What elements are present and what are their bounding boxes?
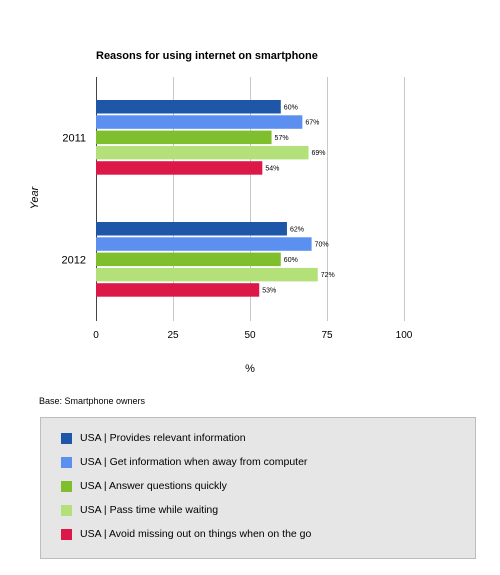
y-axis-label: Year: [29, 185, 41, 209]
chart: Reasons for using internet on smartphone…: [29, 50, 413, 375]
bars: [96, 100, 318, 297]
legend-label: USA | Pass time while waiting: [80, 504, 219, 516]
data-label: 69%: [312, 150, 326, 157]
legend-item: USA | Pass time while waiting: [61, 503, 218, 517]
legend-swatch: [61, 504, 72, 516]
data-label: 54%: [265, 165, 279, 172]
bar: [96, 130, 272, 145]
x-tick-label: 100: [396, 330, 413, 341]
legend-item: USA | Get information when away from com…: [61, 455, 307, 469]
legend-swatch: [61, 432, 72, 444]
x-tick-label: 25: [167, 330, 179, 341]
data-label: 53%: [262, 287, 276, 294]
bar: [96, 283, 260, 297]
x-axis-label: %: [245, 363, 255, 375]
y-axis-categories: 2011 2012: [62, 132, 86, 266]
x-tick-label: 50: [244, 330, 256, 341]
legend: USA | Provides relevant information USA |…: [40, 417, 476, 559]
legend-label: USA | Avoid missing out on things when o…: [80, 528, 312, 540]
data-label: 60%: [284, 257, 298, 264]
legend-label: USA | Provides relevant information: [80, 432, 246, 444]
data-label: 72%: [321, 272, 335, 279]
legend-label: USA | Get information when away from com…: [80, 456, 308, 468]
category-label: 2012: [62, 254, 86, 266]
bar: [96, 222, 287, 236]
base-note: Base: Smartphone owners: [39, 396, 146, 406]
bar: [96, 252, 281, 267]
data-label: 62%: [290, 226, 304, 233]
data-labels: 60% 67% 57% 69% 54% 62% 70% 60% 72% 53%: [262, 104, 335, 294]
category-label: 2011: [62, 132, 86, 144]
chart-title: Reasons for using internet on smartphone: [96, 50, 318, 62]
legend-label: USA | Answer questions quickly: [80, 480, 227, 492]
bar: [96, 267, 318, 282]
x-axis-ticks: 0 25 50 75 100: [93, 330, 413, 341]
x-tick-label: 75: [321, 330, 333, 341]
data-label: 67%: [305, 120, 319, 127]
data-label: 57%: [275, 135, 289, 142]
legend-item: USA | Answer questions quickly: [61, 479, 227, 493]
legend-swatch: [61, 528, 72, 540]
legend-item: USA | Provides relevant information: [61, 431, 246, 445]
bar: [96, 161, 263, 175]
legend-swatch: [61, 480, 72, 492]
bar: [96, 237, 312, 251]
data-label: 60%: [284, 104, 298, 111]
data-label: 70%: [315, 242, 329, 249]
legend-item: USA | Avoid missing out on things when o…: [61, 527, 311, 541]
x-tick-label: 0: [93, 330, 99, 341]
bar: [96, 145, 309, 160]
legend-swatch: [61, 456, 72, 468]
bar: [96, 115, 303, 129]
bar: [96, 100, 281, 114]
